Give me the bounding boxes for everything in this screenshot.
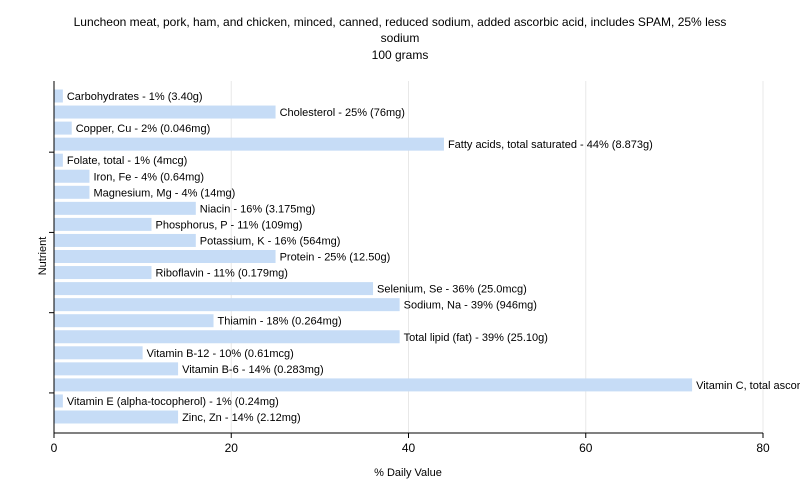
- bar-label: Vitamin E (alpha-tocopherol) - 1% (0.24m…: [67, 396, 279, 408]
- bar-label: Carbohydrates - 1% (3.40g): [67, 91, 203, 103]
- bars: [54, 89, 693, 424]
- axes: 0 20 40 60 80: [49, 81, 770, 455]
- bar: [54, 137, 444, 151]
- bar: [54, 153, 63, 167]
- bar-label: Riboflavin - 11% (0.179mg): [155, 268, 287, 280]
- bar-label: Niacin - 16% (3.175mg): [200, 203, 316, 215]
- bar-label: Copper, Cu - 2% (0.046mg): [76, 123, 211, 135]
- bar-label: Phosphorus, P - 11% (109mg): [155, 219, 302, 231]
- x-axis-title: % Daily Value: [374, 467, 442, 479]
- bar-label: Vitamin C, total ascorbic acid - 72% (43…: [696, 380, 800, 392]
- bar: [54, 298, 400, 312]
- bar-labels: Carbohydrates - 1% (3.40g) Cholesterol - …: [67, 91, 800, 424]
- bar-label: Magnesium, Mg - 4% (14mg): [93, 187, 235, 199]
- chart-title-line-2: sodium: [381, 31, 420, 45]
- bar: [54, 330, 400, 344]
- chart-title-line-3: 100 grams: [372, 48, 429, 62]
- bar: [54, 233, 196, 247]
- bar: [54, 89, 63, 103]
- chart-title-line-1: Luncheon meat, pork, ham, and chicken, m…: [74, 15, 727, 29]
- bar-label: Vitamin B-12 - 10% (0.61mcg): [147, 348, 294, 360]
- bar-label: Cholesterol - 25% (76mg): [280, 107, 405, 119]
- bar: [54, 185, 90, 199]
- bar: [54, 217, 152, 231]
- x-tick-label: 0: [51, 441, 58, 455]
- bar: [54, 282, 374, 296]
- bar-label: Iron, Fe - 4% (0.64mg): [93, 171, 204, 183]
- bar: [54, 346, 143, 360]
- x-tick-label: 80: [756, 441, 770, 455]
- bar-label: Potassium, K - 16% (564mg): [200, 235, 341, 247]
- x-tick-label: 60: [579, 441, 593, 455]
- bar-label: Protein - 25% (12.50g): [280, 252, 391, 264]
- bar: [54, 121, 72, 135]
- x-tick-label: 40: [402, 441, 416, 455]
- bar: [54, 169, 90, 183]
- bar: [54, 105, 276, 119]
- bar-label: Zinc, Zn - 14% (2.12mg): [182, 412, 301, 424]
- bar: [54, 266, 152, 280]
- bar-label: Sodium, Na - 39% (946mg): [404, 300, 537, 312]
- bar-label: Fatty acids, total saturated - 44% (8.87…: [448, 139, 653, 151]
- bar: [54, 394, 63, 408]
- bar-label: Vitamin B-6 - 14% (0.283mg): [182, 364, 324, 376]
- x-tick-label: 20: [225, 441, 239, 455]
- bar: [54, 410, 179, 424]
- chart-title: Luncheon meat, pork, ham, and chicken, m…: [74, 15, 727, 62]
- bar: [54, 378, 693, 392]
- bar: [54, 201, 196, 215]
- bar-label: Thiamin - 18% (0.264mg): [218, 316, 342, 328]
- bar: [54, 250, 276, 263]
- bar: [54, 314, 214, 328]
- bar-label: Selenium, Se - 36% (25.0mcg): [377, 284, 527, 296]
- bar: [54, 362, 179, 376]
- bar-label: Total lipid (fat) - 39% (25.10g): [404, 332, 548, 344]
- bar-label: Folate, total - 1% (4mcg): [67, 155, 187, 167]
- y-axis-title: Nutrient: [37, 237, 49, 276]
